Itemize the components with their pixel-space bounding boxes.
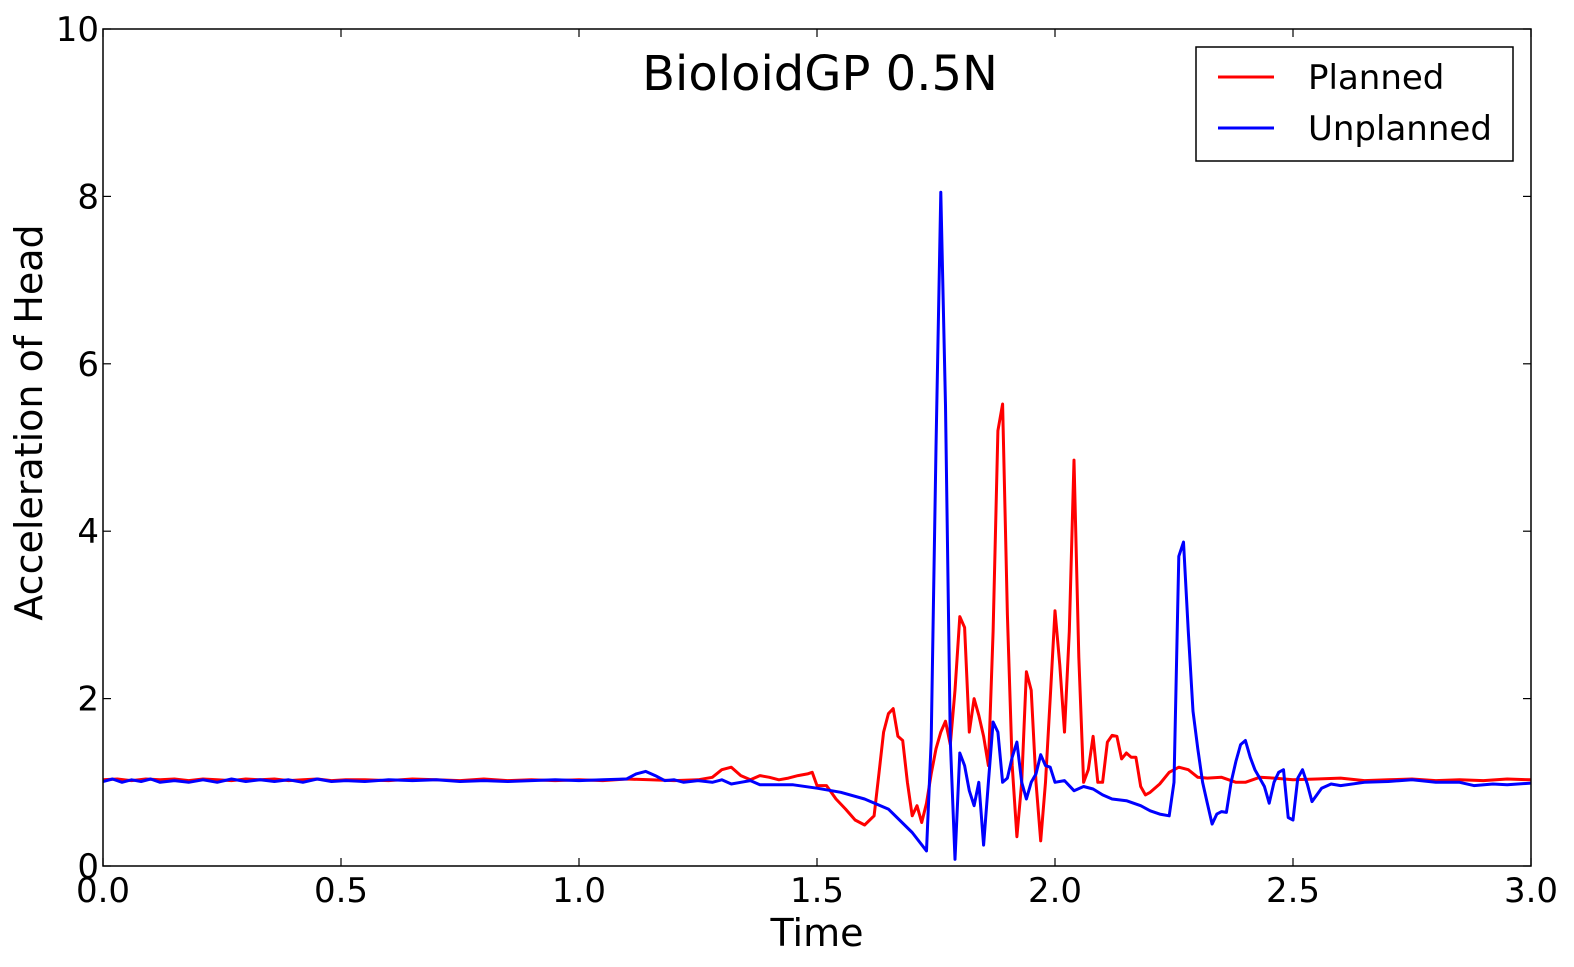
legend-box [1195, 46, 1514, 162]
y-tick-label: 0 [77, 847, 99, 887]
x-tick-label: 3.0 [1504, 871, 1558, 911]
series-layer [103, 190, 1531, 861]
x-axis-label: Time [770, 911, 864, 955]
y-tick-label: 8 [77, 177, 99, 217]
series-line-unplanned [103, 190, 1531, 861]
x-tick-label: 0.0 [76, 871, 130, 911]
legend-label-planned: Planned [1308, 58, 1444, 98]
y-tick-label: 6 [77, 345, 99, 385]
x-tick-label: 2.5 [1266, 871, 1320, 911]
x-tick-label: 1.0 [552, 871, 606, 911]
tick-layer: 0.0 0.5 1.0 1.5 2.0 2.5 3.0 0 2 4 6 8 10 [56, 10, 1558, 911]
y-axis-label: Acceleration of Head [7, 224, 51, 620]
y-tick-label: 2 [77, 680, 99, 720]
x-tick-label: 1.5 [790, 871, 844, 911]
x-tick-label: 2.0 [1028, 871, 1082, 911]
y-tick-label: 4 [77, 512, 99, 552]
series-line-planned [103, 402, 1531, 843]
x-tick-label: 0.5 [314, 871, 368, 911]
y-tick-label: 10 [56, 10, 99, 50]
chart-title: BioloidGP 0.5N [642, 46, 998, 102]
legend-label-unplanned: Unplanned [1308, 109, 1492, 149]
legend: Planned Unplanned [1195, 46, 1514, 162]
